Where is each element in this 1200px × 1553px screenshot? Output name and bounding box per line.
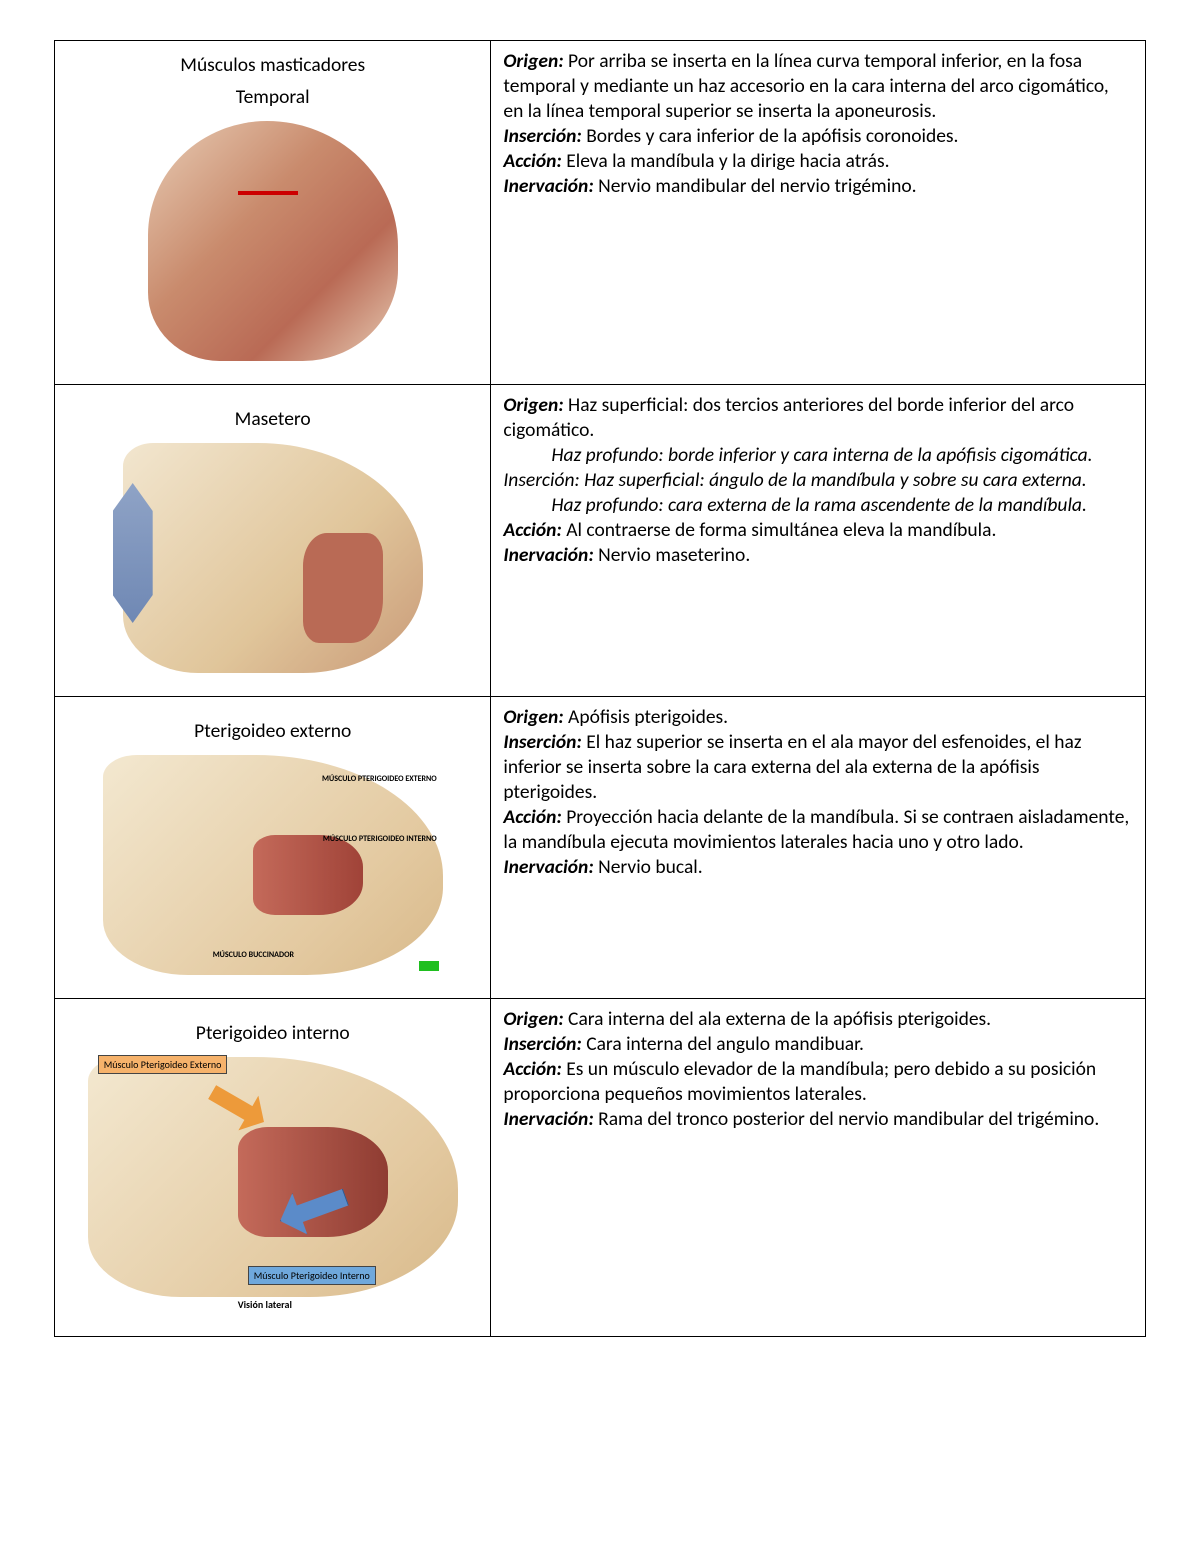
origen-text: Haz superficial: dos tercios anteriores … xyxy=(503,393,1074,442)
origen-text: Cara interna del ala externa de la apófi… xyxy=(568,1007,991,1031)
label-accion: Acción: xyxy=(503,805,561,829)
img-label-a: MÚSCULO PTERIGOIDEO EXTERNO xyxy=(322,775,437,783)
accion-text: Eleva la mandíbula y la dirige hacia atr… xyxy=(566,149,889,173)
desc-cell-masetero: Origen: Haz superficial: dos tercios ant… xyxy=(491,385,1146,697)
label-accion: Acción: xyxy=(503,1057,561,1081)
desc-cell-pter-int: Origen: Cara interna del ala externa de … xyxy=(491,999,1146,1337)
desc-cell-temporal: Origen: Por arriba se inserta en la líne… xyxy=(491,41,1146,385)
table-row: Pterigoideo externo MÚSCULO PTERIGOIDEO … xyxy=(55,697,1146,999)
muscle-title: Pterigoideo interno xyxy=(67,1021,478,1045)
table-row: Masetero Origen: Haz superficial: dos te… xyxy=(55,385,1146,697)
muscle-title: Temporal xyxy=(67,85,478,109)
label-insercion: Inserción: xyxy=(503,730,581,754)
anatomy-image-pter-ext: MÚSCULO PTERIGOIDEO EXTERNO MÚSCULO PTER… xyxy=(103,755,443,975)
left-cell-masetero: Masetero xyxy=(55,385,491,697)
label-insercion: Inserción: xyxy=(503,124,581,148)
label-inervacion: Inervación: xyxy=(503,174,593,198)
img-caption: Visión lateral xyxy=(238,1298,292,1311)
accion-text: Al contraerse de forma simultánea eleva … xyxy=(566,518,996,542)
left-cell-pter-ext: Pterigoideo externo MÚSCULO PTERIGOIDEO … xyxy=(55,697,491,999)
label-origen: Origen: xyxy=(503,393,563,417)
label-inervacion: Inervación: xyxy=(503,855,593,879)
inervacion-text: Nervio bucal. xyxy=(598,855,703,879)
insercion-text: Cara interna del angulo mandibuar. xyxy=(586,1032,864,1056)
desc-cell-pter-ext: Origen: Apófisis pterigoides. Inserción:… xyxy=(491,697,1146,999)
label-accion: Acción: xyxy=(503,518,561,542)
insercion-text: Bordes y cara inferior de la apófisis co… xyxy=(586,124,958,148)
accion-text: Proyección hacia delante de la mandíbula… xyxy=(503,805,1129,854)
muscle-title: Masetero xyxy=(67,407,478,431)
muscles-table: Músculos masticadores Temporal Origen: P… xyxy=(54,40,1146,1337)
img-label-c: MÚSCULO BUCCINADOR xyxy=(213,951,294,959)
anatomy-image-temporal xyxy=(148,121,398,361)
inervacion-text: Nervio mandibular del nervio trigémino. xyxy=(598,174,916,198)
muscle-title: Pterigoideo externo xyxy=(67,719,478,743)
img-label-blue: Músculo Pterigoideo Interno xyxy=(248,1266,376,1285)
group-header: Músculos masticadores xyxy=(67,53,478,77)
insercion-ital: Inserción: Haz superficial: ángulo de la… xyxy=(503,468,1133,493)
table-row: Pterigoideo interno Músculo Pterigoideo … xyxy=(55,999,1146,1337)
muscle-shape xyxy=(253,835,363,915)
label-origen: Origen: xyxy=(503,705,563,729)
origen-text: Apófisis pterigoides. xyxy=(568,705,728,729)
label-inervacion: Inervación: xyxy=(503,1107,593,1131)
left-cell-pter-int: Pterigoideo interno Músculo Pterigoideo … xyxy=(55,999,491,1337)
muscle-shape xyxy=(238,1127,388,1237)
left-cell-temporal: Músculos masticadores Temporal xyxy=(55,41,491,385)
green-tag-icon xyxy=(419,961,439,971)
origen-indent: Haz profundo: borde inferior y cara inte… xyxy=(503,443,1133,468)
accion-text: Es un músculo elevador de la mandíbula; … xyxy=(503,1057,1096,1106)
anatomy-image-pter-int: Músculo Pterigoideo Externo Músculo Pter… xyxy=(88,1057,458,1297)
label-accion: Acción: xyxy=(503,149,561,173)
anatomy-image-masetero xyxy=(123,443,423,673)
insercion-indent: Haz profundo: cara externa de la rama as… xyxy=(503,493,1133,518)
label-inervacion: Inervación: xyxy=(503,543,593,567)
origen-text: Por arriba se inserta en la línea curva … xyxy=(503,49,1108,123)
table-row: Músculos masticadores Temporal Origen: P… xyxy=(55,41,1146,385)
img-label-orange: Músculo Pterigoideo Externo xyxy=(98,1055,228,1074)
label-origen: Origen: xyxy=(503,49,563,73)
insercion-text: El haz superior se inserta en el ala may… xyxy=(503,730,1081,804)
inervacion-text: Nervio maseterino. xyxy=(598,543,750,567)
label-insercion: Inserción: xyxy=(503,1032,581,1056)
img-label-b: MÚSCULO PTERIGOIDEO INTERNO xyxy=(323,835,437,843)
inervacion-text: Rama del tronco posterior del nervio man… xyxy=(598,1107,1099,1131)
label-origen: Origen: xyxy=(503,1007,563,1031)
